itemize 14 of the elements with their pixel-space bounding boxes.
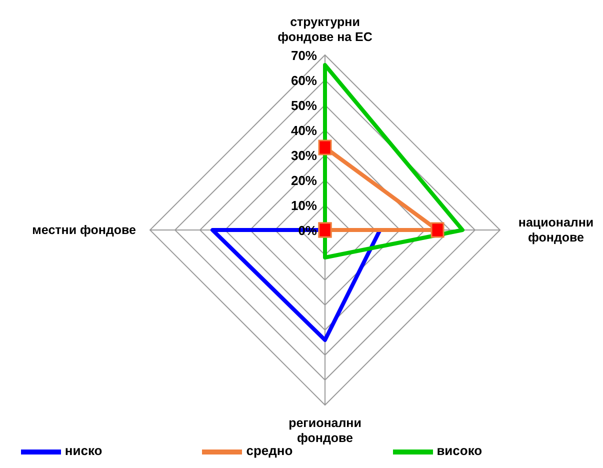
y-tick-label: 60% — [290, 73, 318, 88]
legend-label: средно — [246, 443, 293, 458]
spoke-label: местни фондове — [32, 223, 136, 237]
y-tick-label: 10% — [290, 198, 318, 213]
spoke-label: регионални фондове — [288, 416, 362, 445]
spoke-label: национални фондове — [518, 216, 594, 244]
y-tick-label: 20% — [290, 173, 318, 188]
y-tick-label: 70% — [290, 48, 318, 63]
legend-label: ниско — [64, 443, 102, 458]
spoke-label: структурни фондове на ЕС — [278, 15, 372, 44]
y-tick-label: 40% — [290, 123, 318, 138]
legend-label: високо — [436, 443, 482, 458]
y-tick-label: 50% — [290, 98, 318, 113]
y-tick-label: 30% — [290, 148, 318, 163]
